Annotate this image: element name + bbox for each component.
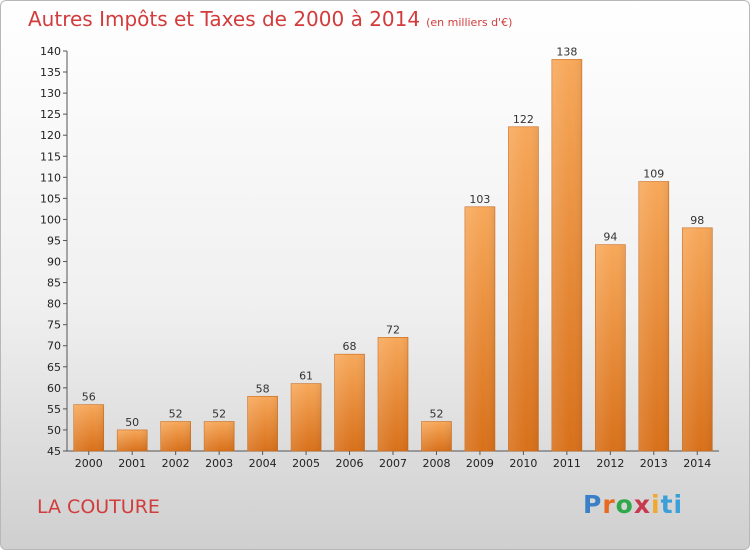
data-label-2001: 50	[125, 416, 139, 429]
data-label-2002: 52	[169, 408, 183, 421]
chart-unit: (en milliers d'€)	[426, 16, 513, 29]
y-tick-label: 55	[47, 403, 61, 416]
chart-title-block: Autres Impôts et Taxes de 2000 à 2014 (en…	[28, 7, 512, 31]
y-tick-label: 130	[40, 87, 61, 100]
chart-data-labels: 56 50 52 52 58 61 68 72 52 103 122 138 94 109 98	[82, 45, 705, 429]
x-tick-label-2013: 2013	[640, 457, 668, 470]
commune-name: LA COUTURE	[37, 496, 160, 518]
bar-shade-2005	[291, 383, 322, 451]
y-tick-label: 110	[40, 171, 61, 184]
data-label-2010: 122	[513, 113, 534, 126]
proxiti-logo: Proxiti	[583, 490, 683, 519]
y-tick-label: 95	[47, 234, 61, 247]
bar-shade-2002	[160, 421, 191, 451]
data-label-2000: 56	[82, 391, 96, 404]
y-tick-label: 80	[47, 298, 61, 311]
logo-letter: P	[583, 490, 603, 519]
y-tick-label: 125	[40, 108, 61, 121]
x-tick-label-2003: 2003	[205, 457, 233, 470]
x-tick-label-2009: 2009	[466, 457, 494, 470]
logo-letter: o	[615, 490, 634, 519]
x-tick-label-2006: 2006	[336, 457, 364, 470]
x-tick-label-2010: 2010	[509, 457, 537, 470]
bar-shade-2006	[334, 354, 365, 451]
x-tick-label-2005: 2005	[292, 457, 320, 470]
y-tick-label: 75	[47, 319, 61, 332]
bar-shade-2008	[421, 421, 452, 451]
bar-shade-2014	[682, 227, 713, 451]
x-tick-label-2008: 2008	[422, 457, 450, 470]
y-tick-label: 115	[40, 150, 61, 163]
y-tick-label: 140	[40, 45, 61, 58]
bar-shade-2013	[638, 181, 669, 452]
data-label-2004: 58	[256, 382, 270, 395]
y-tick-label: 135	[40, 66, 61, 79]
data-label-2012: 94	[603, 231, 617, 244]
y-tick-label: 85	[47, 277, 61, 290]
y-tick-label: 100	[40, 213, 61, 226]
bar-shade-2000	[73, 404, 104, 451]
logo-letter: r	[602, 490, 616, 519]
y-tick-label: 65	[47, 361, 61, 374]
x-tick-label-2014: 2014	[683, 457, 711, 470]
chart-title: Autres Impôts et Taxes de 2000 à 2014	[28, 7, 421, 31]
bar-shade-2007	[378, 337, 408, 451]
bar-shade-2004	[247, 396, 278, 451]
bar-shade-2009	[464, 206, 495, 451]
data-label-2007: 72	[386, 323, 400, 336]
logo-letter: x	[633, 490, 651, 519]
chart-axes: 45 50 55 60 65 70 75 80 85 90 95 100 105 110 115 120 125…	[40, 45, 719, 470]
x-tick-label-2007: 2007	[379, 457, 407, 470]
bar-shade-2011	[551, 59, 582, 451]
data-label-2003: 52	[212, 408, 226, 421]
y-tick-label: 45	[47, 445, 61, 458]
data-label-2013: 109	[643, 168, 664, 181]
bar-shade-2001	[117, 429, 148, 451]
data-label-2008: 52	[429, 408, 443, 421]
logo-letter: ti	[660, 490, 684, 519]
y-tick-label: 90	[47, 256, 61, 269]
chart-bars	[73, 59, 713, 452]
data-label-2014: 98	[690, 214, 704, 227]
data-label-2005: 61	[299, 370, 313, 383]
y-tick-label: 70	[47, 340, 61, 353]
data-label-2009: 103	[469, 193, 490, 206]
data-label-2006: 68	[343, 340, 357, 353]
bar-shade-2010	[508, 126, 539, 451]
y-tick-label: 60	[47, 382, 61, 395]
x-tick-label-2000: 2000	[75, 457, 103, 470]
logo-letter: i	[651, 490, 661, 519]
x-tick-label-2011: 2011	[553, 457, 581, 470]
y-tick-label: 120	[40, 129, 61, 142]
data-label-2011: 138	[556, 45, 577, 58]
y-tick-label: 105	[40, 192, 61, 205]
x-tick-label-2004: 2004	[249, 457, 277, 470]
x-tick-label-2012: 2012	[596, 457, 624, 470]
x-tick-label-2002: 2002	[162, 457, 190, 470]
bar-shade-2012	[595, 244, 626, 451]
y-tick-label: 50	[47, 424, 61, 437]
bar-shade-2003	[204, 421, 235, 451]
x-tick-label-2001: 2001	[118, 457, 146, 470]
